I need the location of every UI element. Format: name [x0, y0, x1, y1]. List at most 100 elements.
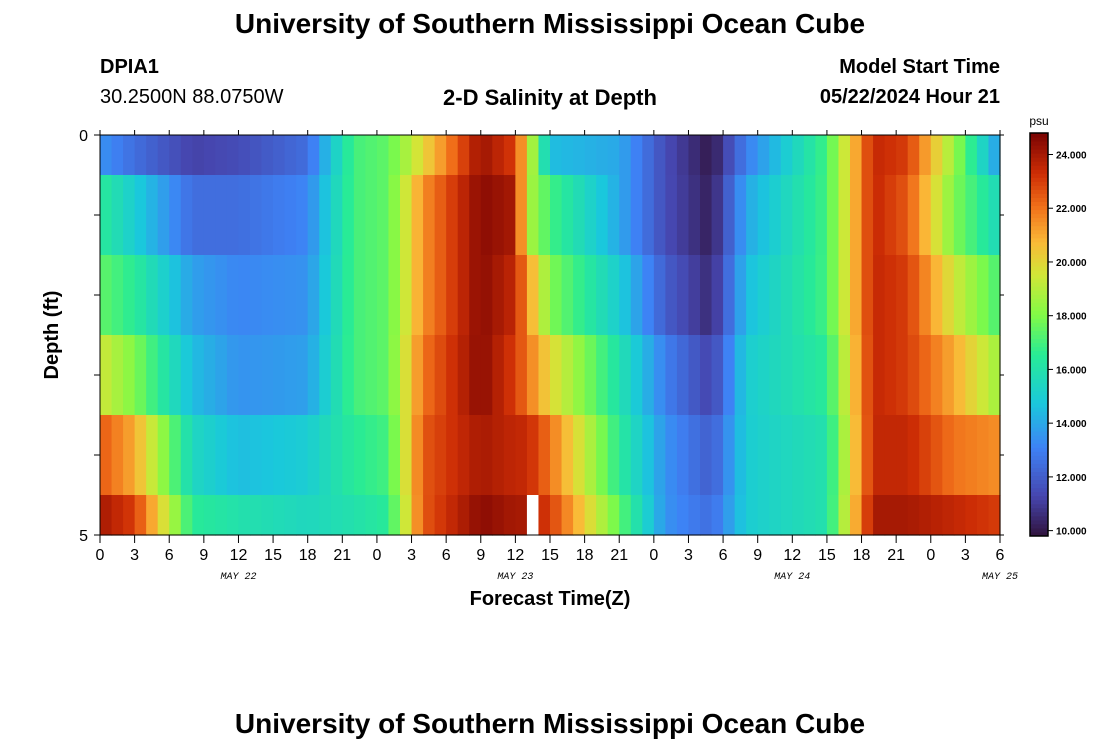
heatmap-cell — [296, 255, 309, 336]
heatmap-cell — [434, 495, 447, 536]
heatmap-cell — [480, 415, 493, 496]
heatmap-cell — [503, 495, 516, 536]
colorbar-segment — [1030, 314, 1048, 319]
heatmap-cell — [284, 135, 297, 176]
heatmap-cell — [803, 175, 816, 256]
heatmap-cell — [457, 495, 470, 536]
heatmap-cell — [930, 335, 943, 416]
colorbar-segment — [1030, 515, 1048, 521]
colorbar-segment — [1030, 221, 1048, 227]
heatmap-cell — [780, 135, 793, 176]
heatmap-cell — [573, 415, 586, 496]
heatmap-cell — [469, 495, 482, 536]
heatmap-cell — [942, 335, 955, 416]
heatmap-cell — [792, 255, 805, 336]
heatmap-cell — [769, 135, 782, 176]
heatmap-cell — [976, 335, 990, 416]
heatmap-cell — [261, 135, 274, 176]
heatmap-cell — [180, 175, 193, 256]
heatmap-cell — [411, 335, 424, 416]
heatmap-cell — [192, 335, 205, 416]
heatmap-cell — [757, 335, 770, 416]
x-tick-label: 9 — [753, 547, 762, 564]
colorbar-segment — [1030, 398, 1048, 404]
heatmap-cell — [480, 175, 493, 256]
heatmap-cell — [700, 495, 713, 536]
heatmap-cell — [238, 335, 251, 416]
heatmap-cell — [757, 135, 770, 176]
heatmap-cell — [930, 255, 943, 336]
heatmap-cell — [469, 255, 482, 336]
heatmap-cell — [526, 175, 540, 256]
heatmap-cell — [515, 255, 528, 336]
colorbar-segment — [1030, 403, 1048, 408]
colorbar-unit: psu — [1029, 114, 1048, 128]
heatmap-cell — [700, 135, 713, 176]
heatmap-cell — [296, 495, 309, 536]
heatmap-cell — [607, 175, 620, 256]
heatmap-cell — [342, 415, 355, 496]
heatmap-cell — [400, 255, 413, 336]
heatmap-cell — [769, 255, 782, 336]
heatmap-cell — [619, 135, 632, 176]
heatmap-cell — [884, 255, 897, 336]
x-tick-label: 21 — [610, 547, 628, 564]
x-day-label: MAY 22 — [220, 572, 256, 583]
heatmap-cell — [503, 415, 516, 496]
colorbar-segment — [1030, 274, 1048, 279]
heatmap-cell — [746, 135, 759, 176]
heatmap-cell — [123, 255, 136, 336]
heatmap-cell — [423, 175, 436, 256]
colorbar-segment — [1030, 249, 1048, 255]
heatmap-cell — [907, 415, 920, 496]
heatmap-cell — [157, 415, 170, 496]
heatmap-cell — [284, 175, 297, 256]
heatmap-cell — [734, 495, 747, 536]
heatmap-cell — [803, 415, 816, 496]
heatmap-cell — [250, 255, 263, 336]
heatmap-cell — [330, 415, 343, 496]
heatmap-cell — [826, 135, 840, 176]
heatmap-cell — [446, 135, 459, 176]
heatmap-cell — [515, 335, 528, 416]
heatmap-cell — [526, 415, 540, 496]
heatmap-cell — [307, 415, 320, 496]
heatmap-cell — [526, 135, 540, 176]
colorbar-segment — [1030, 133, 1048, 138]
heatmap-cell — [457, 335, 470, 416]
x-tick-label: 21 — [887, 547, 905, 564]
heatmap-cell — [780, 335, 793, 416]
heatmap-cell — [284, 495, 297, 536]
heatmap-cell — [134, 415, 147, 496]
heatmap-cell — [619, 255, 632, 336]
heatmap-cell — [526, 495, 540, 536]
heatmap-cell — [146, 335, 159, 416]
heatmap-cell — [561, 255, 574, 336]
colorbar-segment — [1030, 213, 1048, 219]
colorbar-segment — [1030, 233, 1048, 239]
heatmap-cell — [596, 335, 609, 416]
heatmap-cell — [503, 175, 516, 256]
heatmap-cell — [215, 135, 228, 176]
heatmap-cell — [988, 415, 1001, 496]
heatmap-cell — [446, 495, 459, 536]
heatmap-cell — [653, 335, 666, 416]
heatmap-cell — [226, 135, 240, 176]
heatmap-cell — [815, 495, 828, 536]
heatmap-cell — [365, 175, 378, 256]
heatmap-cell — [400, 415, 413, 496]
heatmap-cell — [642, 335, 655, 416]
heatmap-cell — [550, 255, 563, 336]
heatmap-cell — [330, 175, 343, 256]
heatmap-cell — [907, 255, 920, 336]
heatmap-cell — [700, 255, 713, 336]
heatmap-cell — [988, 175, 1001, 256]
heatmap-cell — [988, 135, 1001, 176]
heatmap-cell — [884, 415, 897, 496]
heatmap-cell — [769, 415, 782, 496]
heatmap-cell — [400, 135, 413, 176]
colorbar-segment — [1030, 137, 1048, 142]
heatmap-cell — [469, 335, 482, 416]
heatmap-cell — [203, 255, 216, 336]
colorbar-segment — [1030, 435, 1048, 440]
